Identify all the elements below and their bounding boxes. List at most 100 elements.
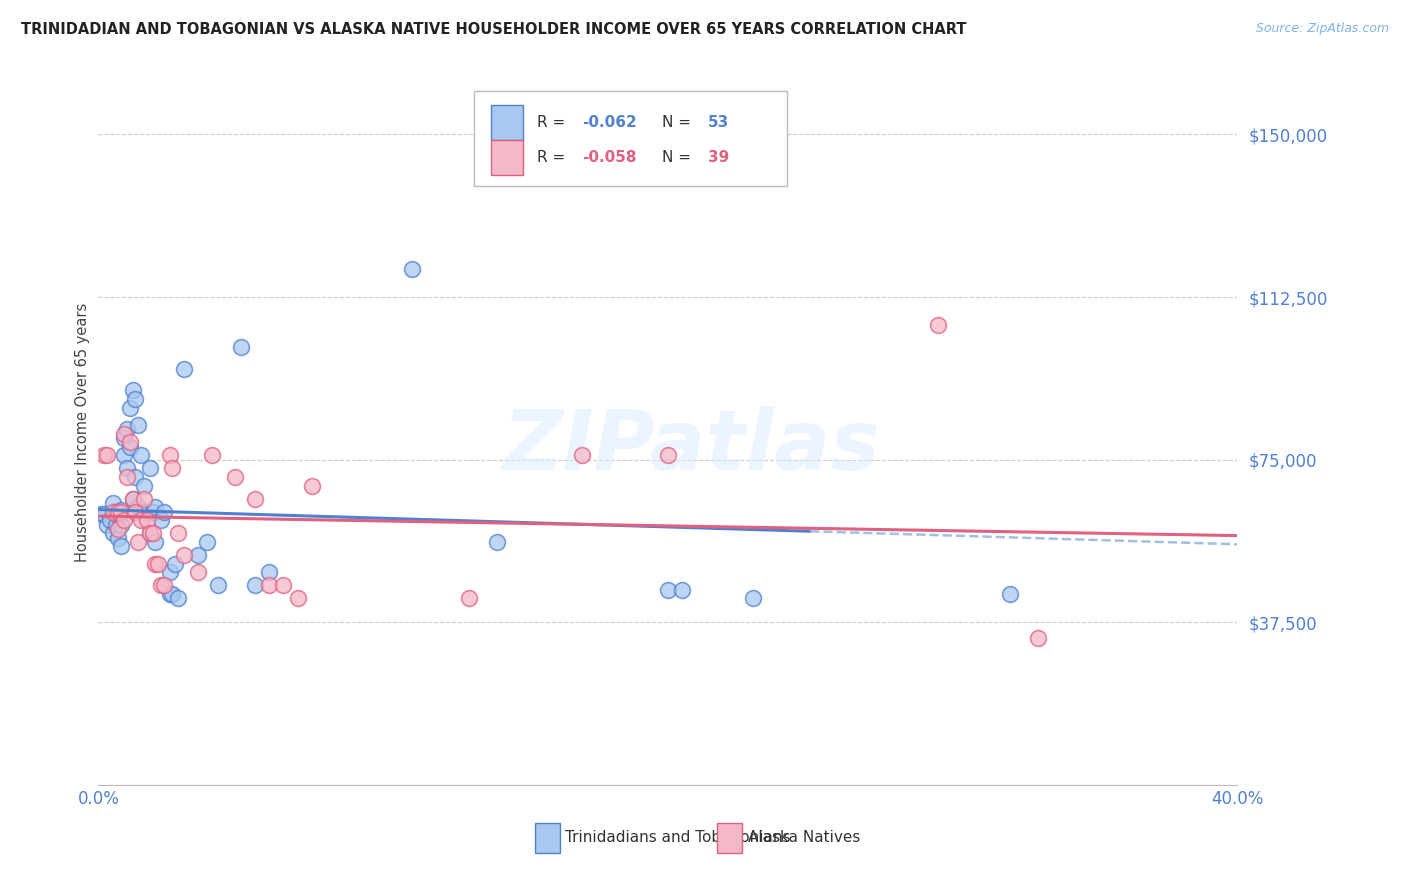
Point — [159, 587, 181, 601]
Point — [173, 361, 195, 376]
Point — [127, 500, 149, 515]
Text: 53: 53 — [707, 115, 728, 130]
Text: Alaska Natives: Alaska Natives — [748, 830, 860, 846]
Point — [998, 587, 1021, 601]
Point — [153, 505, 176, 519]
Point — [195, 535, 218, 549]
Point — [259, 566, 281, 580]
Point — [115, 461, 138, 475]
Point — [153, 578, 176, 592]
Point — [138, 526, 160, 541]
Point — [110, 502, 132, 516]
Point — [127, 417, 149, 432]
Point — [127, 535, 149, 549]
Point — [401, 261, 423, 276]
Text: R =: R = — [537, 150, 569, 165]
Bar — [491, 105, 523, 140]
Text: N =: N = — [662, 150, 696, 165]
Point — [1026, 631, 1049, 645]
Point — [118, 401, 141, 415]
Point — [115, 470, 138, 484]
Point — [93, 449, 115, 463]
Text: R =: R = — [537, 115, 569, 130]
Text: -0.058: -0.058 — [582, 150, 637, 165]
Text: N =: N = — [662, 115, 696, 130]
Point — [132, 491, 155, 506]
Point — [107, 505, 129, 519]
Text: 39: 39 — [707, 150, 728, 165]
Point — [145, 557, 167, 571]
Point — [96, 449, 118, 463]
Point — [110, 540, 132, 554]
Point — [162, 461, 184, 475]
Text: -0.062: -0.062 — [582, 115, 637, 130]
Point — [104, 517, 127, 532]
Bar — [491, 140, 523, 176]
Text: Trinidadians and Tobagonians: Trinidadians and Tobagonians — [565, 830, 790, 846]
Point — [671, 582, 693, 597]
Point — [167, 591, 190, 606]
Point — [229, 340, 252, 354]
Point — [148, 557, 170, 571]
Point — [115, 422, 138, 436]
Point — [112, 449, 135, 463]
Point — [110, 517, 132, 532]
Point — [129, 449, 152, 463]
Point — [96, 517, 118, 532]
Point — [101, 505, 124, 519]
Point — [159, 566, 181, 580]
Point — [118, 435, 141, 450]
Point — [167, 526, 190, 541]
Point — [132, 479, 155, 493]
Point — [224, 470, 246, 484]
Point — [107, 522, 129, 536]
Point — [207, 578, 229, 592]
Point — [145, 535, 167, 549]
Point — [187, 566, 209, 580]
Point — [162, 587, 184, 601]
Point — [129, 513, 152, 527]
Point — [138, 461, 160, 475]
Point — [150, 513, 173, 527]
Point — [243, 578, 266, 592]
Point — [118, 440, 141, 454]
Point — [201, 449, 224, 463]
Text: TRINIDADIAN AND TOBAGONIAN VS ALASKA NATIVE HOUSEHOLDER INCOME OVER 65 YEARS COR: TRINIDADIAN AND TOBAGONIAN VS ALASKA NAT… — [21, 22, 966, 37]
Point — [98, 513, 121, 527]
Point — [173, 548, 195, 562]
Point — [124, 470, 146, 484]
Point — [165, 557, 187, 571]
Point — [112, 513, 135, 527]
Point — [112, 426, 135, 441]
Point — [90, 507, 112, 521]
Point — [657, 582, 679, 597]
Point — [107, 531, 129, 545]
Point — [657, 449, 679, 463]
Point — [121, 491, 143, 506]
Point — [159, 449, 181, 463]
Point — [132, 505, 155, 519]
Point — [141, 505, 163, 519]
Point — [112, 431, 135, 445]
Point — [141, 526, 163, 541]
Point — [101, 496, 124, 510]
Point — [107, 509, 129, 524]
Point — [104, 505, 127, 519]
Point — [301, 479, 323, 493]
Point — [121, 384, 143, 398]
Point — [138, 526, 160, 541]
Point — [150, 578, 173, 592]
Point — [287, 591, 309, 606]
Point — [145, 500, 167, 515]
Point — [110, 505, 132, 519]
Point — [742, 591, 765, 606]
Y-axis label: Householder Income Over 65 years: Householder Income Over 65 years — [75, 303, 90, 562]
Point — [243, 491, 266, 506]
Point — [101, 526, 124, 541]
Point — [486, 535, 509, 549]
Point — [121, 491, 143, 506]
Point — [124, 505, 146, 519]
Bar — [534, 823, 560, 853]
Point — [93, 507, 115, 521]
Point — [571, 449, 593, 463]
